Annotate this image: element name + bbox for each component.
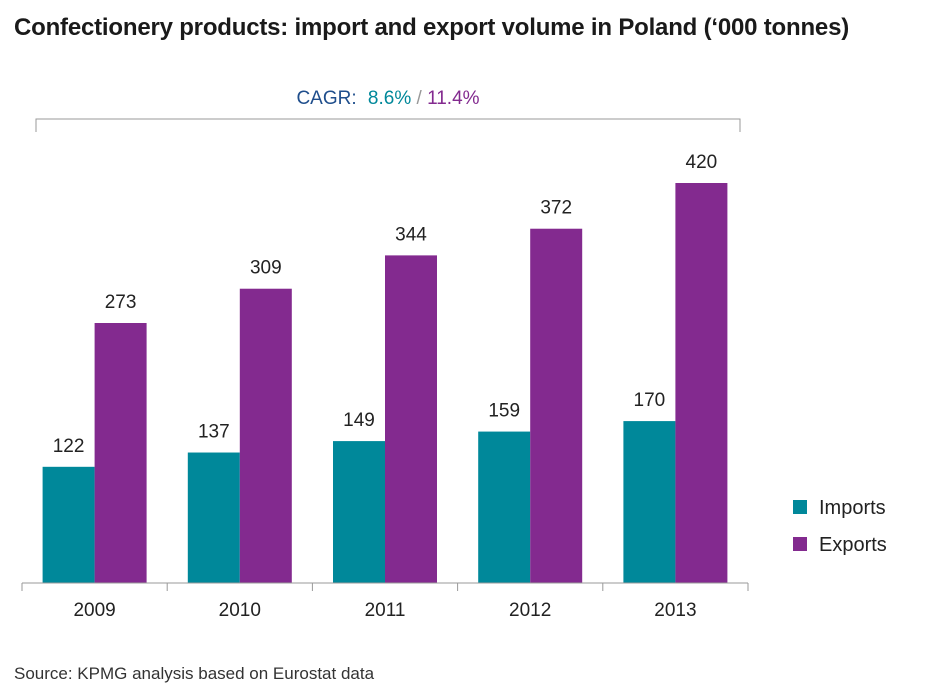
cagr-annotation: CAGR: 8.6% / 11.4% bbox=[296, 88, 479, 109]
legend: Imports Exports bbox=[793, 497, 887, 556]
legend-label-imports: Imports bbox=[819, 497, 886, 519]
bar-imports-2009 bbox=[42, 466, 95, 583]
data-labels-group: 122 273 137 309 149 344 159 372 170 420 bbox=[53, 152, 718, 457]
data-label-exports-2013: 420 bbox=[686, 152, 718, 173]
data-label-imports-2013: 170 bbox=[634, 390, 666, 411]
x-tick-label-2013: 2013 bbox=[654, 600, 696, 621]
data-label-imports-2009: 122 bbox=[53, 436, 85, 457]
bar-imports-2010 bbox=[187, 452, 240, 583]
legend-swatch-imports bbox=[793, 500, 807, 514]
chart-title: Confectionery products: import and expor… bbox=[14, 14, 850, 41]
bar-exports-2012 bbox=[530, 228, 583, 583]
x-tick-label-2011: 2011 bbox=[365, 600, 406, 621]
data-label-imports-2011: 149 bbox=[343, 410, 375, 431]
x-axis: 2009 2010 2011 2012 2013 bbox=[21, 582, 749, 621]
x-tick-label-2012: 2012 bbox=[509, 600, 551, 621]
x-tick-label-2009: 2009 bbox=[73, 600, 115, 621]
bar-imports-2011 bbox=[333, 441, 385, 583]
cagr-imports: 8.6% bbox=[368, 88, 411, 109]
cagr-separator: / bbox=[417, 88, 423, 109]
data-label-imports-2012: 159 bbox=[488, 401, 520, 422]
data-label-exports-2011: 344 bbox=[395, 224, 427, 245]
cagr-exports: 11.4% bbox=[427, 88, 480, 109]
data-label-exports-2010: 309 bbox=[250, 258, 282, 279]
bar-exports-2009 bbox=[94, 323, 147, 583]
cagr-bracket-line bbox=[35, 118, 741, 132]
data-label-exports-2012: 372 bbox=[540, 198, 572, 219]
cagr-bracket bbox=[35, 118, 741, 132]
bar-exports-2010 bbox=[239, 288, 292, 583]
cagr-label: CAGR: bbox=[296, 88, 356, 109]
source-note: Source: KPMG analysis based on Eurostat … bbox=[14, 664, 375, 683]
bars-group bbox=[42, 183, 728, 583]
data-label-exports-2009: 273 bbox=[105, 292, 137, 313]
bar-imports-2012 bbox=[478, 431, 531, 583]
legend-swatch-exports bbox=[793, 537, 807, 551]
bar-exports-2011 bbox=[385, 255, 437, 583]
data-label-imports-2010: 137 bbox=[198, 422, 230, 443]
bar-imports-2013 bbox=[623, 421, 676, 583]
bar-exports-2013 bbox=[675, 183, 728, 583]
legend-label-exports: Exports bbox=[819, 534, 887, 556]
x-tick-label-2010: 2010 bbox=[219, 600, 261, 621]
